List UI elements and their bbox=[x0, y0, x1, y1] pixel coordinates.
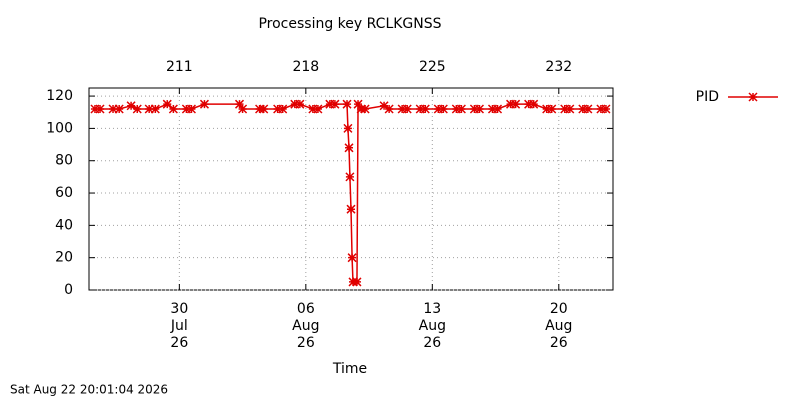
point-marker bbox=[601, 104, 611, 114]
legend-label: PID bbox=[696, 89, 719, 105]
point-marker bbox=[290, 99, 300, 109]
point-marker bbox=[238, 104, 248, 114]
y-tick-label: 20 bbox=[55, 250, 73, 266]
x2-tick-label: 232 bbox=[545, 59, 572, 75]
point-marker bbox=[255, 104, 265, 114]
y-tick-label: 60 bbox=[55, 185, 73, 201]
point-marker bbox=[186, 104, 196, 114]
point-marker bbox=[469, 104, 479, 114]
point-marker bbox=[132, 104, 142, 114]
point-marker bbox=[360, 104, 370, 114]
point-marker bbox=[596, 104, 606, 114]
x2-tick-label: 211 bbox=[166, 59, 193, 75]
point-marker bbox=[343, 123, 353, 133]
legend-marker bbox=[748, 92, 758, 102]
y-tick-label: 0 bbox=[64, 282, 73, 298]
x-axis-label: Time bbox=[332, 361, 367, 377]
point-marker bbox=[95, 104, 105, 114]
point-marker bbox=[344, 143, 354, 153]
point-marker bbox=[402, 104, 412, 114]
point-marker bbox=[346, 204, 356, 214]
point-marker bbox=[524, 99, 534, 109]
point-marker bbox=[420, 104, 430, 114]
point-marker bbox=[529, 99, 539, 109]
point-marker bbox=[415, 104, 425, 114]
point-marker bbox=[330, 99, 340, 109]
point-marker bbox=[565, 104, 575, 114]
point-marker bbox=[168, 104, 178, 114]
point-marker bbox=[234, 99, 245, 109]
point-marker bbox=[259, 104, 269, 114]
timestamp: Sat Aug 22 20:01:04 2026 bbox=[10, 383, 168, 397]
y-tick-label: 80 bbox=[55, 153, 73, 169]
x2-tick-label: 218 bbox=[292, 59, 319, 75]
point-marker bbox=[451, 104, 461, 114]
point-marker bbox=[90, 104, 100, 114]
point-marker bbox=[353, 99, 363, 109]
point-marker bbox=[456, 104, 466, 114]
point-marker bbox=[578, 104, 588, 114]
x-tick-label: 13 Aug 26 bbox=[419, 301, 446, 351]
point-marker bbox=[313, 104, 323, 114]
y-tick-label: 120 bbox=[46, 88, 73, 104]
point-marker bbox=[560, 104, 570, 114]
y-tick-label: 100 bbox=[46, 120, 73, 136]
point-marker bbox=[150, 104, 160, 114]
point-marker bbox=[347, 253, 357, 263]
point-marker bbox=[144, 104, 154, 114]
point-marker bbox=[126, 101, 136, 111]
plot-frame bbox=[88, 87, 614, 291]
point-marker bbox=[295, 99, 305, 109]
point-marker bbox=[345, 172, 355, 182]
y-tick-label: 40 bbox=[55, 217, 73, 233]
point-marker bbox=[162, 99, 172, 109]
point-marker bbox=[493, 104, 503, 114]
point-marker bbox=[438, 104, 448, 114]
point-marker bbox=[511, 99, 521, 109]
x-tick-label: 20 Aug 26 bbox=[545, 301, 572, 351]
point-marker bbox=[547, 104, 557, 114]
point-marker bbox=[199, 99, 209, 109]
point-marker bbox=[278, 104, 288, 114]
point-marker bbox=[506, 99, 516, 109]
point-marker bbox=[474, 104, 485, 114]
point-marker bbox=[342, 99, 352, 109]
point-marker bbox=[583, 104, 593, 114]
point-marker bbox=[181, 104, 191, 114]
point-marker bbox=[325, 99, 335, 109]
x-tick-label: 06 Aug 26 bbox=[292, 301, 319, 351]
point-marker bbox=[487, 104, 498, 114]
point-marker bbox=[273, 104, 283, 114]
point-marker bbox=[542, 104, 552, 114]
point-marker bbox=[308, 104, 318, 114]
point-marker bbox=[108, 104, 118, 114]
point-marker bbox=[384, 104, 394, 114]
point-marker bbox=[352, 277, 362, 287]
point-marker bbox=[379, 101, 389, 111]
point-marker bbox=[114, 104, 124, 114]
x-tick-label: 30 Jul 26 bbox=[170, 301, 188, 351]
chart-title: Processing key RCLKGNSS bbox=[258, 16, 441, 32]
point-marker bbox=[433, 104, 443, 114]
point-marker bbox=[397, 104, 407, 114]
x2-tick-label: 225 bbox=[419, 59, 446, 75]
